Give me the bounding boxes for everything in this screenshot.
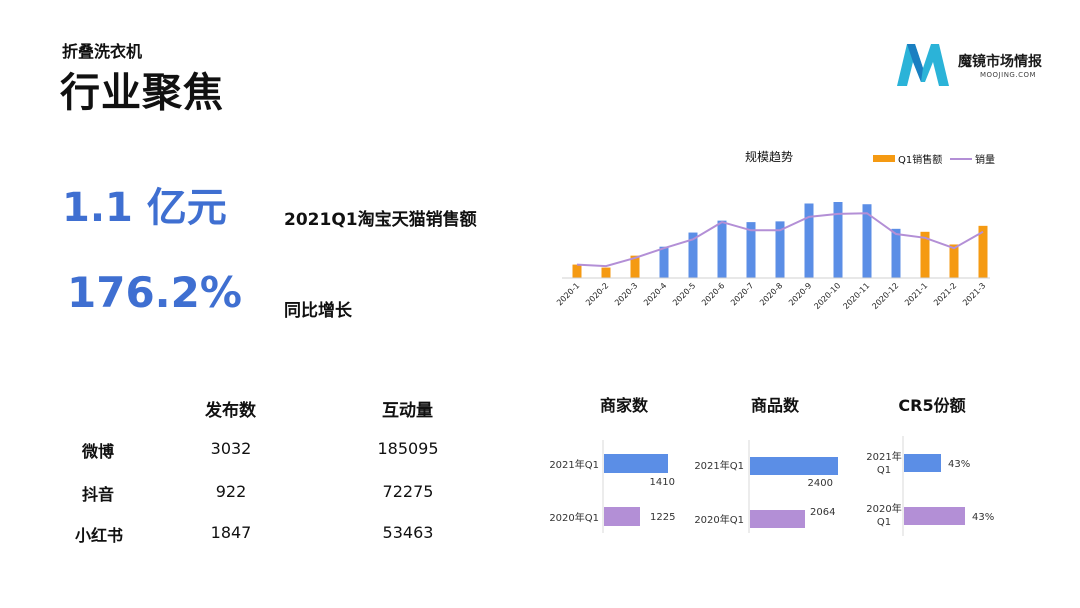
category-label-line2: Q1 xyxy=(877,517,891,528)
value-label: 2400 xyxy=(808,478,833,489)
kpi-sales-value: 1.1 亿元 xyxy=(62,185,227,231)
product-count-chart: 商品数 2021年Q1 2400 2020年Q1 2064 xyxy=(694,396,838,533)
table-row-label: 微博 xyxy=(82,442,115,461)
x-tick-label: 2020-8 xyxy=(758,281,784,307)
table-cell-posts: 3032 xyxy=(210,439,252,458)
x-tick-label: 2020-7 xyxy=(729,281,755,307)
value-label: 2064 xyxy=(810,507,835,518)
logo-sub: MOOJING.COM xyxy=(980,71,1037,79)
category-label-line1: 2021年 xyxy=(866,450,901,463)
page-title: 行业聚焦 xyxy=(60,70,224,116)
value-label: 1225 xyxy=(650,512,675,523)
legend-label-sales: Q1销售额 xyxy=(898,153,942,166)
bar-2020-11 xyxy=(862,204,872,278)
x-tick-label: 2020-9 xyxy=(787,281,813,307)
value-label: 1410 xyxy=(650,477,675,488)
bar-2020 xyxy=(750,510,805,528)
kpi-sales-label: 2021Q1淘宝天猫销售额 xyxy=(284,210,477,230)
bar-2020-12 xyxy=(891,228,901,278)
bar-2021-2 xyxy=(949,244,959,278)
bar-2021-3 xyxy=(978,225,988,278)
cr5-share-chart: CR5份额 2021年 Q1 43% 2020年 Q1 43% xyxy=(866,396,994,536)
merchant-count-chart: 商家数 2021年Q1 1410 2020年Q1 1225 xyxy=(549,396,675,533)
table-cell-interactions: 72275 xyxy=(382,482,434,501)
bar-2021 xyxy=(750,457,838,475)
category-label: 2021年Q1 xyxy=(694,459,744,472)
bar-2021 xyxy=(904,454,941,472)
bar-2020 xyxy=(604,507,640,526)
bar-2020-6 xyxy=(717,220,727,278)
category-label: 2021年Q1 xyxy=(549,458,599,471)
bar-2020-7 xyxy=(746,222,756,278)
bar-2020-2 xyxy=(601,267,611,278)
bar-2020-8 xyxy=(775,221,785,278)
bar-2020 xyxy=(904,507,965,525)
x-tick-label: 2020-2 xyxy=(584,281,610,307)
series-line-volume xyxy=(576,212,984,268)
page-subtitle: 折叠洗衣机 xyxy=(62,42,143,61)
legend-swatch-sales xyxy=(873,155,895,162)
chart-title: 商家数 xyxy=(600,396,649,415)
chart-title: 规模趋势 xyxy=(745,149,793,164)
x-tick-label: 2021-3 xyxy=(961,281,987,307)
x-tick-label: 2020-3 xyxy=(613,281,639,307)
category-label-line2: Q1 xyxy=(877,465,891,476)
value-label: 43% xyxy=(972,512,994,523)
table-row-label: 小红书 xyxy=(75,526,124,545)
x-tick-label: 2021-1 xyxy=(903,281,929,307)
table-cell-posts: 1847 xyxy=(210,523,252,542)
table-header-posts: 发布数 xyxy=(205,401,256,421)
table-cell-posts: 922 xyxy=(215,482,247,501)
category-label-line1: 2020年 xyxy=(866,502,901,515)
table-row-label: 抖音 xyxy=(82,485,115,504)
bar-2020-1 xyxy=(572,264,582,278)
bar-2020-9 xyxy=(804,203,814,278)
trend-chart: 规模趋势 Q1销售额 销量 2020-1 2020-2 2020-3 2020-4 20… xyxy=(555,149,995,311)
chart-title: CR5份额 xyxy=(898,396,965,415)
kpi-growth-value: 176.2% xyxy=(67,268,242,317)
x-tick-label: 2020-12 xyxy=(870,281,900,311)
bar-2020-3 xyxy=(630,255,640,278)
table-cell-interactions: 53463 xyxy=(382,523,434,542)
legend-label-volume: 销量 xyxy=(975,153,995,166)
x-tick-label: 2020-5 xyxy=(671,281,697,307)
x-tick-label: 2020-4 xyxy=(642,281,668,307)
x-tick-label: 2020-1 xyxy=(555,281,581,307)
x-tick-label: 2020-6 xyxy=(700,281,726,307)
bar-2020-4 xyxy=(659,246,669,278)
x-tick-label: 2021-2 xyxy=(932,281,958,307)
table-header-interactions: 互动量 xyxy=(382,401,433,421)
moojing-logo xyxy=(897,44,949,86)
table-cell-interactions: 185095 xyxy=(377,439,439,458)
x-tick-label: 2020-10 xyxy=(812,281,842,311)
bar-2020-5 xyxy=(688,232,698,278)
bar-2020-10 xyxy=(833,202,843,278)
x-tick-label: 2020-11 xyxy=(841,281,871,311)
category-label: 2020年Q1 xyxy=(549,511,599,524)
bar-2021 xyxy=(604,454,668,473)
category-label: 2020年Q1 xyxy=(694,513,744,526)
kpi-growth-label: 同比增长 xyxy=(284,301,352,321)
logo-name: 魔镜市场情报 xyxy=(958,54,1042,70)
bar-2021-1 xyxy=(920,231,930,278)
value-label: 43% xyxy=(948,459,970,470)
chart-title: 商品数 xyxy=(751,396,800,415)
